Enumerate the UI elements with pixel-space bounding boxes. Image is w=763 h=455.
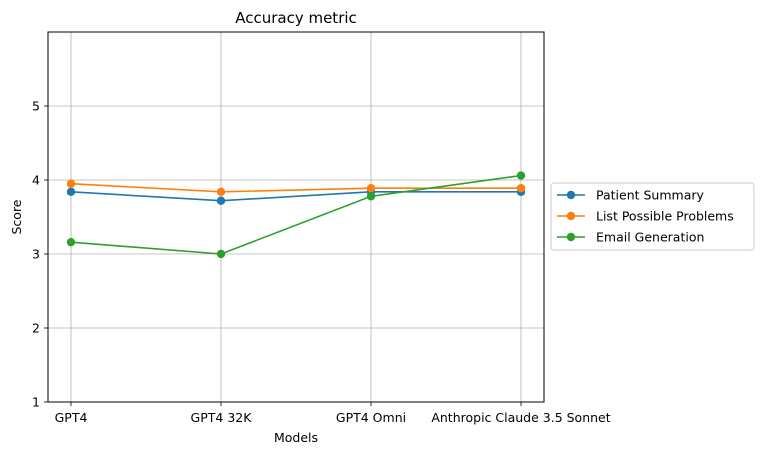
legend-marker bbox=[566, 190, 576, 200]
legend-marker bbox=[566, 232, 576, 242]
x-axis-ticks: GPT4 GPT4 32K GPT4 Omni Anthropic Claude 3.… bbox=[55, 402, 611, 425]
y-tick-label: 3 bbox=[32, 247, 40, 262]
plot-frame bbox=[47, 31, 545, 403]
data-point-list-possible-problems bbox=[366, 183, 376, 193]
data-point-patient-summary bbox=[66, 187, 76, 197]
legend: Patient Summary List Possible Problems Ema… bbox=[550, 182, 755, 251]
x-axis-label: Models bbox=[274, 430, 318, 445]
legend-marker bbox=[566, 211, 576, 221]
series-line-patient-summary bbox=[70, 191, 521, 202]
y-tick-label: 4 bbox=[32, 173, 40, 188]
data-point-patient-summary bbox=[216, 196, 226, 205]
y-axis-label: Score bbox=[9, 199, 24, 234]
data-point-email-generation bbox=[516, 171, 526, 180]
y-tick-label: 5 bbox=[32, 99, 40, 114]
grid-lines bbox=[48, 32, 544, 403]
x-tick-label: GPT4 Omni bbox=[336, 410, 406, 425]
series-lines bbox=[70, 174, 522, 255]
x-tick-label: GPT4 32K bbox=[191, 410, 253, 425]
x-tick-label: GPT4 bbox=[55, 410, 88, 425]
data-point-list-possible-problems bbox=[516, 183, 526, 193]
data-point-list-possible-problems bbox=[216, 187, 226, 197]
x-tick-label: Anthropic Claude 3.5 Sonnet bbox=[431, 410, 610, 425]
legend-label: Email Generation bbox=[596, 230, 704, 245]
legend-label: List Possible Problems bbox=[596, 209, 734, 224]
series-line-email-generation bbox=[70, 174, 522, 255]
y-tick-label: 1 bbox=[32, 395, 40, 410]
data-point-email-generation bbox=[66, 237, 76, 247]
data-point-email-generation bbox=[216, 249, 226, 259]
data-point-email-generation bbox=[366, 192, 376, 201]
y-axis-ticks: 1 2 3 4 5 bbox=[32, 99, 48, 410]
legend-label: Patient Summary bbox=[596, 188, 705, 203]
y-tick-label: 2 bbox=[32, 321, 40, 336]
chart-title: Accuracy metric bbox=[235, 9, 357, 27]
data-point-list-possible-problems bbox=[66, 179, 76, 188]
series-line-list-possible-problems bbox=[70, 182, 521, 193]
legend-box bbox=[550, 182, 755, 251]
series-points bbox=[66, 171, 526, 259]
